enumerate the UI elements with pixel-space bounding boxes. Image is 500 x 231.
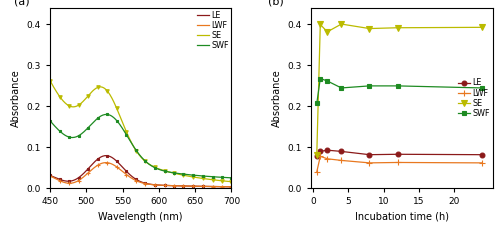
SWF	[155, 168, 161, 170]
LWF	[212, 185, 218, 188]
LWF	[479, 161, 485, 164]
SE	[318, 23, 324, 26]
LE	[314, 155, 320, 158]
LWF	[200, 185, 206, 188]
LWF	[155, 184, 161, 186]
LWF	[48, 175, 54, 178]
LE	[394, 153, 400, 156]
Line: LWF: LWF	[50, 163, 232, 187]
LE	[200, 185, 206, 188]
SWF	[200, 175, 206, 177]
LE	[366, 153, 372, 156]
SWF	[394, 85, 400, 87]
SWF	[47, 119, 53, 122]
SWF	[366, 85, 372, 87]
LWF	[228, 185, 234, 188]
LWF	[338, 159, 344, 162]
SWF	[479, 87, 485, 89]
SWF	[324, 80, 330, 82]
LWF	[158, 184, 164, 187]
SWF	[318, 77, 324, 80]
X-axis label: Wavelength (nm): Wavelength (nm)	[98, 212, 183, 222]
SWF	[158, 169, 164, 172]
SWF	[48, 120, 54, 123]
LE	[155, 184, 161, 186]
SWF	[156, 168, 162, 171]
SWF	[314, 102, 320, 105]
LE	[228, 185, 234, 188]
SWF	[338, 87, 344, 89]
LWF	[324, 157, 330, 160]
Line: SE: SE	[50, 81, 232, 182]
SWF	[212, 176, 218, 178]
SE	[394, 26, 400, 29]
LE	[158, 184, 164, 187]
SE	[479, 26, 485, 29]
Y-axis label: Absorbance: Absorbance	[272, 69, 282, 127]
LWF	[314, 170, 320, 173]
SE	[314, 153, 320, 156]
SE	[154, 167, 160, 170]
LWF	[366, 161, 372, 164]
LWF	[156, 184, 162, 186]
LE	[338, 150, 344, 153]
LE	[479, 153, 485, 156]
LE	[324, 149, 330, 152]
SE	[366, 27, 372, 30]
Line: SWF: SWF	[314, 76, 484, 106]
LE	[318, 150, 324, 153]
Text: (b): (b)	[268, 0, 283, 6]
SE	[158, 168, 164, 171]
SE	[212, 179, 218, 181]
SE	[47, 79, 53, 82]
LE	[48, 174, 54, 177]
Y-axis label: Absorbance: Absorbance	[11, 69, 21, 127]
Legend: LE, LWF, SE, SWF: LE, LWF, SE, SWF	[458, 78, 491, 119]
Text: (a): (a)	[14, 0, 30, 6]
LWF	[318, 155, 324, 158]
Line: SWF: SWF	[50, 114, 232, 178]
Line: LE: LE	[50, 156, 232, 187]
SE	[200, 177, 206, 180]
LE	[212, 185, 218, 188]
LWF	[47, 175, 53, 177]
Line: LWF: LWF	[314, 153, 485, 175]
X-axis label: Incubation time (h): Incubation time (h)	[355, 212, 449, 222]
SWF	[228, 176, 234, 179]
LE	[47, 174, 53, 177]
LE	[103, 154, 109, 157]
SE	[48, 80, 54, 83]
SE	[155, 167, 161, 170]
Line: SE: SE	[314, 21, 485, 158]
Line: LE: LE	[314, 148, 484, 159]
SE	[338, 23, 344, 25]
LWF	[103, 161, 109, 164]
LE	[156, 184, 162, 186]
SE	[228, 180, 234, 183]
SE	[324, 30, 330, 33]
SWF	[104, 113, 110, 116]
LWF	[394, 161, 400, 164]
Legend: LE, LWF, SE, SWF: LE, LWF, SE, SWF	[196, 10, 230, 51]
